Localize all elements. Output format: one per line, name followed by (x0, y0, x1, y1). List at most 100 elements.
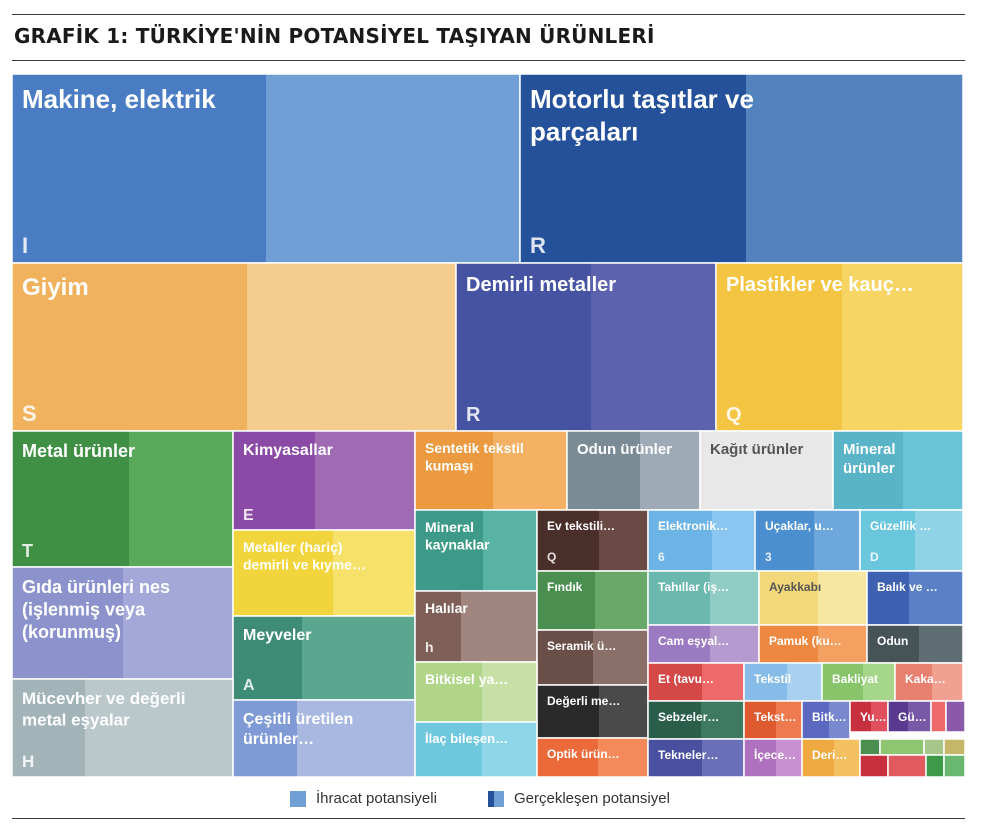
tile-fındık: Fındık (536, 570, 649, 631)
tile-realized-rect (520, 74, 746, 263)
tile-tekneler: Tekneler… (647, 738, 745, 777)
tile-realized-rect (716, 263, 842, 431)
filler-tile (943, 738, 965, 756)
tile-realized-rect (12, 74, 266, 263)
tile-meyveler: Meyveler A (232, 615, 416, 701)
tile-realized-rect (867, 625, 919, 663)
tile-kimyasallar: Kimyasallar E (232, 430, 416, 531)
tile-pamuk-ku: Pamuk (ku… (758, 624, 868, 664)
tile-realized-rect (233, 530, 333, 616)
tile-label: Metal ürünler (22, 441, 135, 461)
tile-label: Halılar (425, 600, 468, 616)
tile-realized-rect (744, 663, 787, 701)
filler-tile (859, 738, 881, 756)
tile-plastikler-ve-kauç: Plastikler ve kauç… Q (715, 262, 964, 432)
tile-label: Bitkisel ya… (425, 671, 508, 687)
tile-optik-ürün: Optik ürün… (536, 737, 649, 777)
tile-gıda-ürünleri-nes-işlenmiş-veya-korunmuş: Gıda ürünleri nes (işlenmiş veya (korunmuş… (12, 566, 234, 680)
tile-letter: 6 (658, 550, 665, 564)
legend-realized-label: Gerçekleşen potansiyel (514, 790, 670, 807)
tile-realized-rect (833, 431, 903, 510)
tile-label: Kağıt ürünler (710, 441, 804, 458)
tile-label: Gü… (898, 710, 927, 724)
treemap-chart: Makine, elektrik I Motorlu taşıtlar ve parç… (12, 74, 965, 777)
tile-realized-rect (537, 738, 598, 777)
title-rule (12, 60, 965, 61)
tile-label: Demirli metaller (466, 274, 616, 296)
tile-realized-rect (537, 571, 595, 630)
filler-tile (930, 700, 947, 733)
tile-realized-rect (537, 685, 599, 738)
tile-letter: S (22, 401, 37, 426)
tile-label: Mineral kaynaklar (425, 519, 490, 553)
tile-label: Ayakkabı (769, 580, 821, 594)
tile-et-tavu: Et (tavu… (647, 662, 745, 702)
tile-bitk: Bitk… (801, 700, 851, 740)
tile-realized-rect (648, 510, 712, 571)
tile-odun-ürünler: Odun ürünler (566, 430, 701, 511)
tile-label: Uçaklar, u… (765, 519, 834, 533)
tile-label: Metaller (hariç) demirli ve kıyme… (243, 539, 366, 573)
tile-label: Güzellik … (870, 519, 931, 533)
filler-tile (925, 754, 945, 777)
tile-realized-rect (744, 739, 776, 777)
tile-realized-rect (700, 431, 833, 510)
tile-label: Odun (877, 634, 908, 648)
tile-halılar: Halılar h (414, 590, 538, 663)
tile-label: Makine, elektrik (22, 84, 216, 114)
tile-tahıllar-iş: Tahıllar (iş… (647, 570, 760, 626)
tile-letter: A (243, 677, 255, 694)
tile-odun: Odun (866, 624, 964, 664)
tile-label: Elektronik… (658, 519, 728, 533)
tile-elektronik: Elektronik… 6 (647, 509, 760, 572)
tile-metal-ürünler: Metal ürünler T (12, 430, 234, 568)
tile-realized-rect (755, 510, 814, 571)
tile-letter: T (22, 541, 33, 561)
tile-realized-rect (648, 701, 701, 739)
tile-label: Gıda ürünleri nes (işlenmiş veya (korunmuş… (22, 577, 170, 642)
tile-sentetik-tekstil-kumaşı: Sentetik tekstil kumaşı (414, 430, 568, 511)
tile-realized-rect (537, 630, 593, 685)
legend-export-label: İhracat potansiyeli (316, 790, 437, 807)
tile-letter: I (22, 233, 28, 258)
tile-label: İlaç bileşen… (425, 731, 508, 746)
top-rule (12, 14, 965, 15)
tile-label: Değerli me… (547, 694, 620, 708)
tile-kaka: Kaka… (894, 662, 964, 702)
tile-realized-rect (12, 567, 123, 679)
tile-gü: Gü… (887, 700, 932, 733)
tile-letter: h (425, 639, 434, 655)
tile-i-çece: İçece… (743, 738, 803, 777)
filler-tile (923, 738, 945, 756)
tile-ev-tekstili: Ev tekstili… Q (536, 509, 649, 572)
tile-label: Kimyasallar (243, 442, 333, 459)
tile-i-laç-bileşen: İlaç bileşen… (414, 721, 538, 777)
tile-realized-rect (888, 701, 908, 732)
tile-label: Tekstil (754, 672, 791, 686)
tile-realized-rect (12, 263, 247, 431)
tile-realized-rect (895, 663, 932, 701)
tile-demirli-metaller: Demirli metaller R (455, 262, 717, 432)
tile-giyim: Giyim S (12, 262, 457, 432)
tile-makine-elektrik: Makine, elektrik I (12, 74, 521, 264)
tile-label: Tekneler… (658, 748, 718, 762)
tile-label: Balık ve … (877, 580, 938, 594)
tile-realized-rect (537, 510, 599, 571)
tile-label: Tahıllar (iş… (658, 580, 729, 594)
tile-değerli-me: Değerli me… (536, 684, 649, 739)
tile-realized-rect (860, 510, 915, 571)
tile-realized-rect (648, 739, 702, 777)
tile-bitkisel-ya: Bitkisel ya… (414, 661, 538, 723)
tile-realized-rect (802, 739, 834, 777)
tile-realized-rect (415, 722, 482, 777)
tile-realized-rect (415, 662, 482, 722)
tile-label: Et (tavu… (658, 672, 714, 686)
tile-label: Mücevher ve değerli metal eşyalar (22, 689, 185, 729)
tile-çeşitli-üretilen-ürünler: Çeşitli üretilen ürünler… (232, 699, 416, 777)
tile-letter: H (22, 752, 34, 771)
tile-realized-rect (233, 616, 302, 700)
tile-realized-rect (867, 571, 909, 625)
tile-bakliyat: Bakliyat (821, 662, 896, 702)
tile-label: Odun ürünler (577, 441, 672, 458)
tile-realized-rect (12, 679, 85, 777)
